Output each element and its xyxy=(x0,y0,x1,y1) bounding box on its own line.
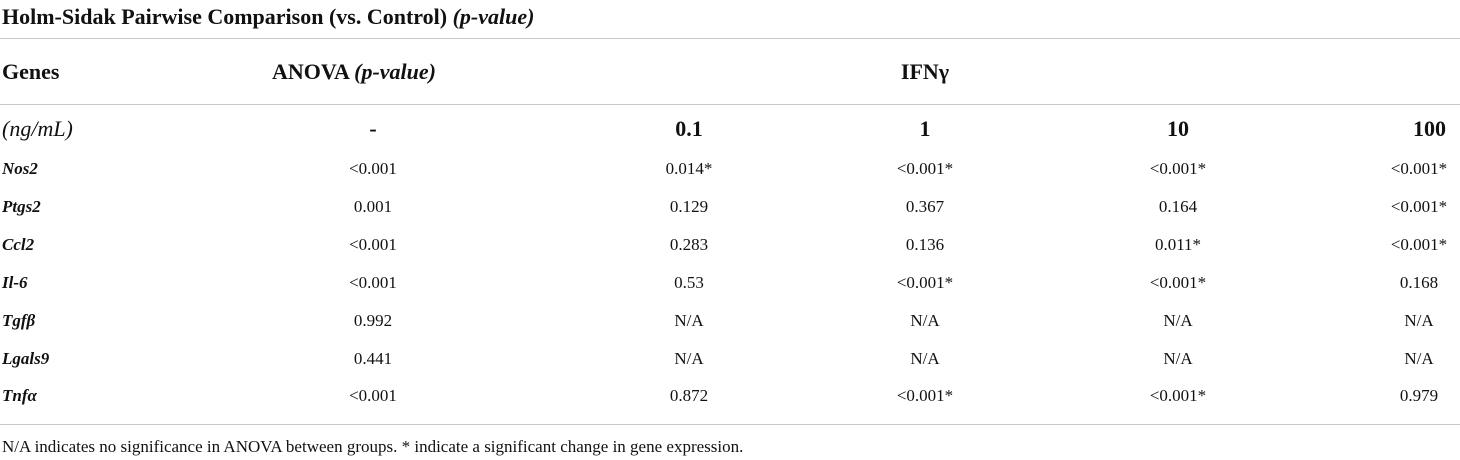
table-row-gene: Nos2 xyxy=(2,159,38,178)
table-cell: 0.011* xyxy=(1154,235,1202,254)
table-cell: 0.979 xyxy=(1399,386,1439,405)
table-cell: <0.001* xyxy=(1149,159,1207,178)
table-row-gene: Tnfα xyxy=(2,386,37,405)
header-anova: ANOVA (p-value) xyxy=(272,59,436,85)
table-cell: 0.441 xyxy=(353,349,393,368)
top-rule xyxy=(0,38,1460,39)
table-row-gene: Ccl2 xyxy=(2,235,35,254)
table-cell: N/A xyxy=(1163,349,1193,368)
table-cell: <0.001 xyxy=(349,159,397,178)
subheader-unit: (ng/mL) xyxy=(2,116,73,141)
header-ifn: IFNγ xyxy=(900,59,950,84)
table-cell: <0.001* xyxy=(1390,235,1448,254)
dose-10: 10 xyxy=(1167,116,1189,141)
table-title: Holm-Sidak Pairwise Comparison (vs. Cont… xyxy=(2,4,534,30)
table-row-gene: Il-6 xyxy=(2,273,28,292)
bottom-rule xyxy=(0,424,1460,425)
table-cell: <0.001 xyxy=(349,235,397,254)
table-cell: 0.283 xyxy=(669,235,709,254)
table-cell: <0.001* xyxy=(896,273,954,292)
table-cell: 0.129 xyxy=(669,197,709,216)
table-cell: <0.001* xyxy=(1149,273,1207,292)
table-row-gene: Ptgs2 xyxy=(2,197,41,216)
table-footnote: N/A indicates no significance in ANOVA b… xyxy=(2,437,744,456)
table-title-italic: (p-value) xyxy=(452,4,535,29)
table-cell: 0.164 xyxy=(1158,197,1198,216)
table-cell: <0.001* xyxy=(1149,386,1207,405)
header-rule xyxy=(0,104,1460,105)
table-cell: 0.014* xyxy=(665,159,713,178)
table-cell: 0.53 xyxy=(674,273,704,292)
table-cell: N/A xyxy=(674,311,704,330)
header-anova-italic: (p-value) xyxy=(354,59,436,84)
table-cell: <0.001* xyxy=(1390,197,1448,216)
table-cell: 0.136 xyxy=(905,235,945,254)
table-cell: N/A xyxy=(1404,311,1434,330)
table-title-main: Holm-Sidak Pairwise Comparison (vs. Cont… xyxy=(2,4,448,29)
dose-0-1: 0.1 xyxy=(675,116,703,141)
table-cell: 0.367 xyxy=(905,197,945,216)
table-cell: N/A xyxy=(910,311,940,330)
dose-control: - xyxy=(369,116,377,141)
table-cell: <0.001 xyxy=(349,273,397,292)
table-cell: N/A xyxy=(1163,311,1193,330)
dose-100: 100 xyxy=(1413,116,1446,141)
table-cell: N/A xyxy=(1404,349,1434,368)
table-cell: 0.001 xyxy=(353,197,393,216)
table-cell: 0.992 xyxy=(353,311,393,330)
table-row-gene: Tgfβ xyxy=(2,311,36,330)
header-anova-label: ANOVA xyxy=(272,59,349,84)
table-cell: N/A xyxy=(910,349,940,368)
table-cell: <0.001* xyxy=(1390,159,1448,178)
table-row-gene: Lgals9 xyxy=(2,349,50,368)
dose-1: 1 xyxy=(919,116,931,141)
header-genes: Genes xyxy=(2,59,60,84)
table-cell: <0.001* xyxy=(896,159,954,178)
table-cell: <0.001 xyxy=(349,386,397,405)
table-cell: N/A xyxy=(674,349,704,368)
table-cell: 0.168 xyxy=(1399,273,1439,292)
table-cell: 0.872 xyxy=(669,386,709,405)
table-cell: <0.001* xyxy=(896,386,954,405)
